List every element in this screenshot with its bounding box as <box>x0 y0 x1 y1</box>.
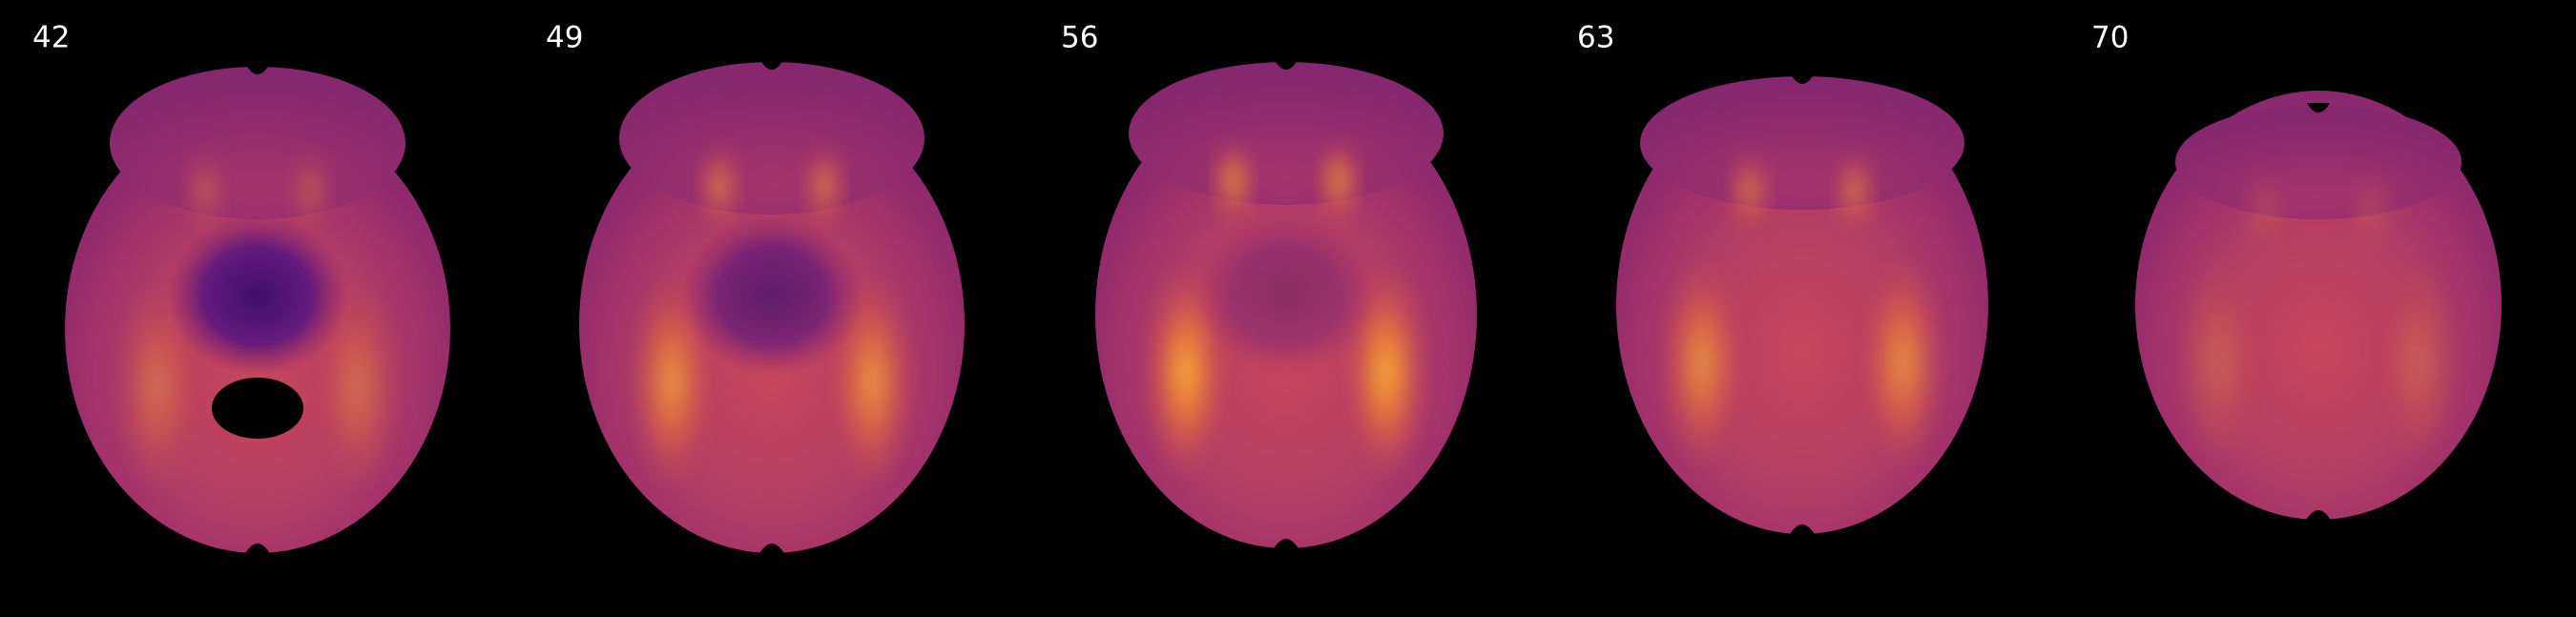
glow-front-left <box>1729 148 1771 234</box>
glow-left <box>2180 257 2256 467</box>
slice-label: 42 <box>32 21 70 55</box>
occipital-notch <box>1273 539 1299 550</box>
ventricle-region <box>1195 215 1377 377</box>
glow-front-left <box>698 143 740 229</box>
glow-front-right <box>1834 148 1876 234</box>
brainstem-void <box>212 378 303 439</box>
slice-label: 49 <box>546 21 583 55</box>
glow-front-right <box>803 143 845 229</box>
slice-label: 63 <box>1577 21 1614 55</box>
glow-front-left <box>1213 138 1255 224</box>
frontal-lobe <box>1640 76 1964 210</box>
occipital-notch <box>1789 524 1816 536</box>
occipital-notch <box>2305 510 2332 522</box>
slice-label: 56 <box>1061 21 1098 55</box>
slice-label: 70 <box>2091 21 2129 55</box>
glow-front-left <box>184 148 226 234</box>
frontal-notch <box>1791 74 1814 84</box>
ventricle-region <box>167 215 348 377</box>
glow-front-right <box>289 148 331 234</box>
frontal-notch <box>246 65 269 74</box>
brain-slice <box>2135 91 2502 522</box>
brain-slice <box>65 65 450 555</box>
frontal-lobe <box>1129 62 1444 205</box>
frontal-lobe <box>619 62 924 215</box>
brain-slice <box>1095 60 1477 550</box>
glow-right <box>320 281 396 491</box>
glow-front-right <box>2350 167 2392 253</box>
ventricle-region <box>681 215 862 377</box>
brain-slice <box>1616 74 1988 536</box>
brain-slice <box>579 60 965 555</box>
occipital-notch <box>244 544 271 555</box>
glow-front-right <box>1318 138 1360 224</box>
glow-front-left <box>2245 167 2287 253</box>
frontal-lobe <box>2175 105 2462 219</box>
glow-left <box>119 281 196 491</box>
glow-left <box>1664 257 1740 467</box>
frontal-notch <box>2307 103 2330 113</box>
occipital-notch <box>758 544 785 555</box>
frontal-notch <box>760 60 783 70</box>
glow-right <box>2380 257 2457 467</box>
frontal-notch <box>1275 60 1298 70</box>
frontal-lobe <box>110 67 405 219</box>
glow-right <box>1864 257 1941 467</box>
